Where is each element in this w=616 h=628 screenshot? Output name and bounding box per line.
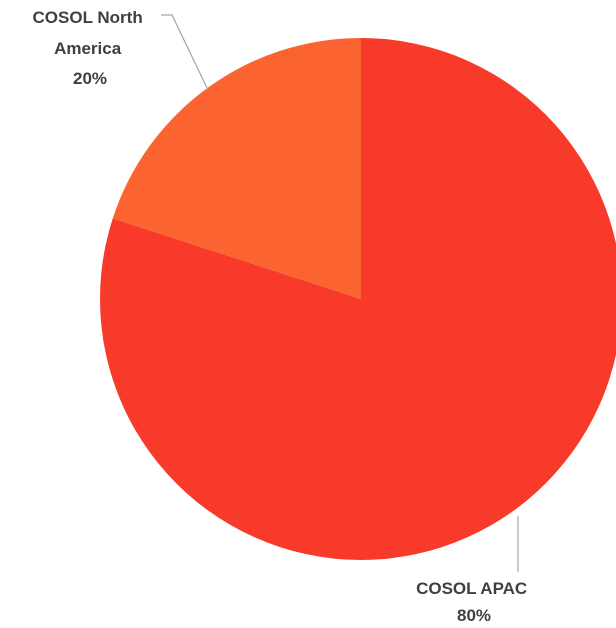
data-label-north-america-line-2: America (54, 39, 122, 58)
data-label-apac-line-2: 80% (457, 606, 491, 625)
data-label-north-america: COSOL North America 20% (33, 8, 148, 88)
data-label-apac: COSOL APAC 80% (416, 579, 532, 625)
data-label-apac-line-1: COSOL APAC (416, 579, 527, 598)
data-label-north-america-line-1: COSOL North (33, 8, 143, 27)
data-label-north-america-line-3: 20% (73, 69, 107, 88)
pie-slices (100, 38, 616, 560)
pie-slice-cosol-north-america (112, 38, 362, 299)
pie-slice-cosol-apac (100, 38, 616, 560)
leader-line-north-america (161, 14, 209, 91)
